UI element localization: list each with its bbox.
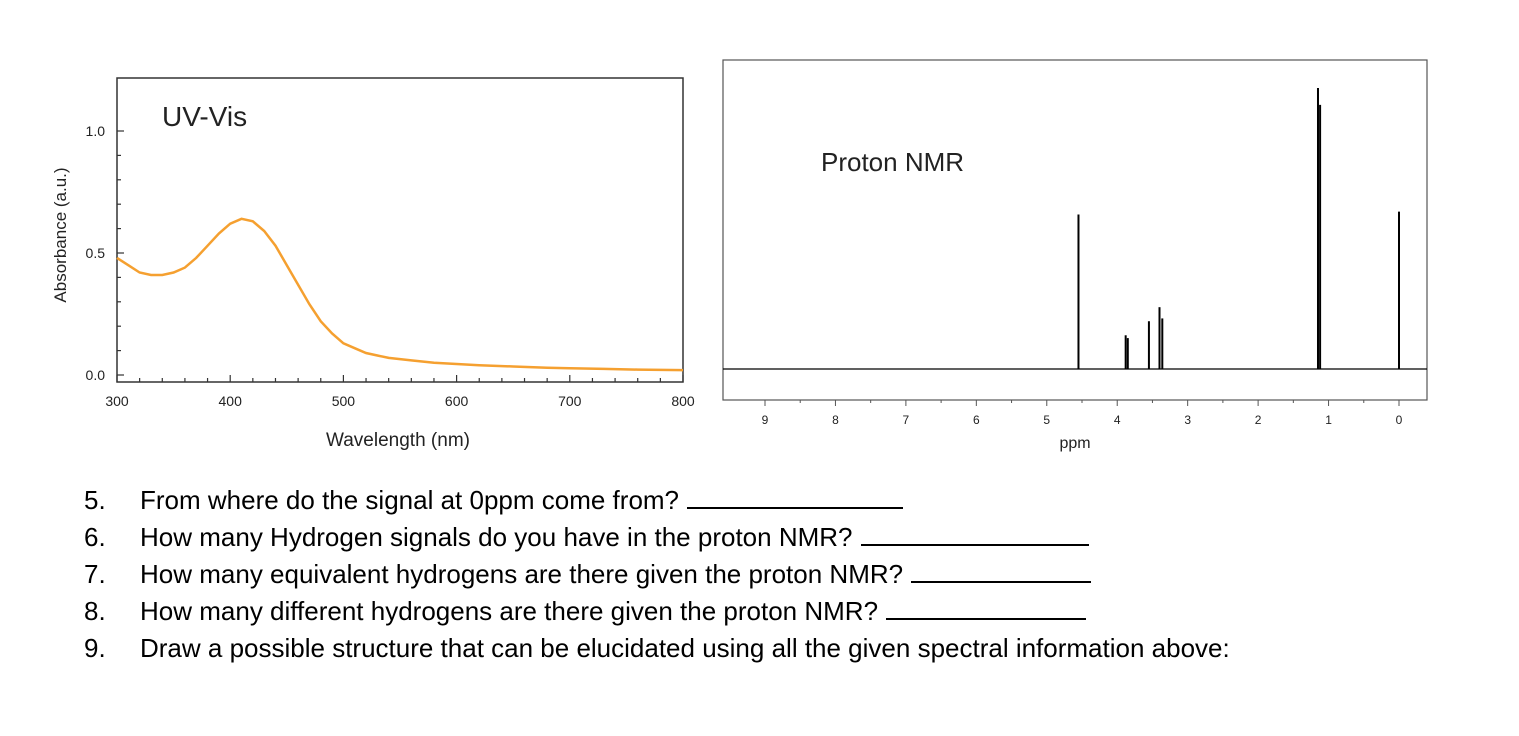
uv-y-tick-label: 1.0 (86, 123, 106, 139)
nmr-x-tick-label: 5 (1043, 413, 1050, 427)
uv-chart-title: UV-Vis (162, 101, 247, 132)
uv-vis-chart: UV-Vis Wavelength (nm) Absorbance (a.u.)… (51, 77, 695, 451)
question-number: 8. (84, 596, 106, 626)
uv-series-line (116, 217, 684, 372)
nmr-x-tick-label: 8 (832, 413, 839, 427)
uv-x-tick-label: 500 (332, 393, 356, 409)
nmr-x-tick-label: 0 (1396, 413, 1403, 427)
nmr-ticks: 9 8 7 6 5 4 3 2 1 0 (762, 400, 1403, 427)
nmr-x-tick-label: 6 (973, 413, 980, 427)
answer-blank[interactable] (886, 594, 1087, 620)
question-number: 6. (84, 522, 106, 552)
uv-plot-frame (116, 77, 684, 383)
question-text: Draw a possible structure that can be el… (140, 633, 1230, 663)
question-text: How many equivalent hydrogens are there … (140, 559, 904, 589)
uv-ticks: 300 400 500 600 700 800 0.0 0.5 1.0 (86, 123, 695, 409)
question-8: 8. How many different hydrogens are there… (84, 593, 1230, 630)
nmr-x-tick-label: 9 (762, 413, 769, 427)
uv-x-axis-label: Wavelength (nm) (326, 430, 470, 451)
uv-y-axis-label: Absorbance (a.u.) (51, 167, 70, 302)
question-9: 9. Draw a possible structure that can be … (84, 630, 1230, 667)
question-5: 5. From where do the signal at 0ppm come … (84, 482, 1230, 519)
nmr-x-tick-label: 1 (1325, 413, 1332, 427)
question-list: 5. From where do the signal at 0ppm come … (84, 482, 1230, 667)
nmr-x-tick-label: 3 (1184, 413, 1191, 427)
uv-y-tick-label: 0.0 (86, 367, 106, 383)
question-text: From where do the signal at 0ppm come fr… (140, 485, 680, 515)
question-text: How many different hydrogens are there g… (140, 596, 879, 626)
proton-nmr-chart: Proton NMR ppm 9 8 7 6 5 4 3 2 1 0 (722, 59, 1428, 452)
nmr-peaks (1077, 88, 1400, 369)
question-number: 5. (84, 485, 106, 515)
answer-blank[interactable] (687, 483, 904, 509)
uv-x-tick-label: 300 (105, 393, 129, 409)
question-7: 7. How many equivalent hydrogens are ther… (84, 556, 1230, 593)
nmr-x-tick-label: 4 (1114, 413, 1121, 427)
uv-x-tick-label: 700 (558, 393, 582, 409)
uv-x-tick-label: 600 (445, 393, 469, 409)
nmr-plot-frame (722, 59, 1428, 401)
nmr-x-tick-label: 2 (1255, 413, 1262, 427)
uv-x-tick-label: 800 (671, 393, 695, 409)
question-text: How many Hydrogen signals do you have in… (140, 522, 853, 552)
nmr-chart-title: Proton NMR (821, 147, 964, 177)
answer-blank[interactable] (860, 520, 1089, 546)
nmr-x-axis-label: ppm (1059, 435, 1090, 452)
uv-x-tick-label: 400 (219, 393, 243, 409)
nmr-x-tick-label: 7 (903, 413, 910, 427)
question-number: 9. (84, 633, 106, 663)
question-number: 7. (84, 559, 106, 589)
answer-blank[interactable] (911, 557, 1092, 583)
question-6: 6. How many Hydrogen signals do you have … (84, 519, 1230, 556)
uv-y-tick-label: 0.5 (86, 245, 106, 261)
